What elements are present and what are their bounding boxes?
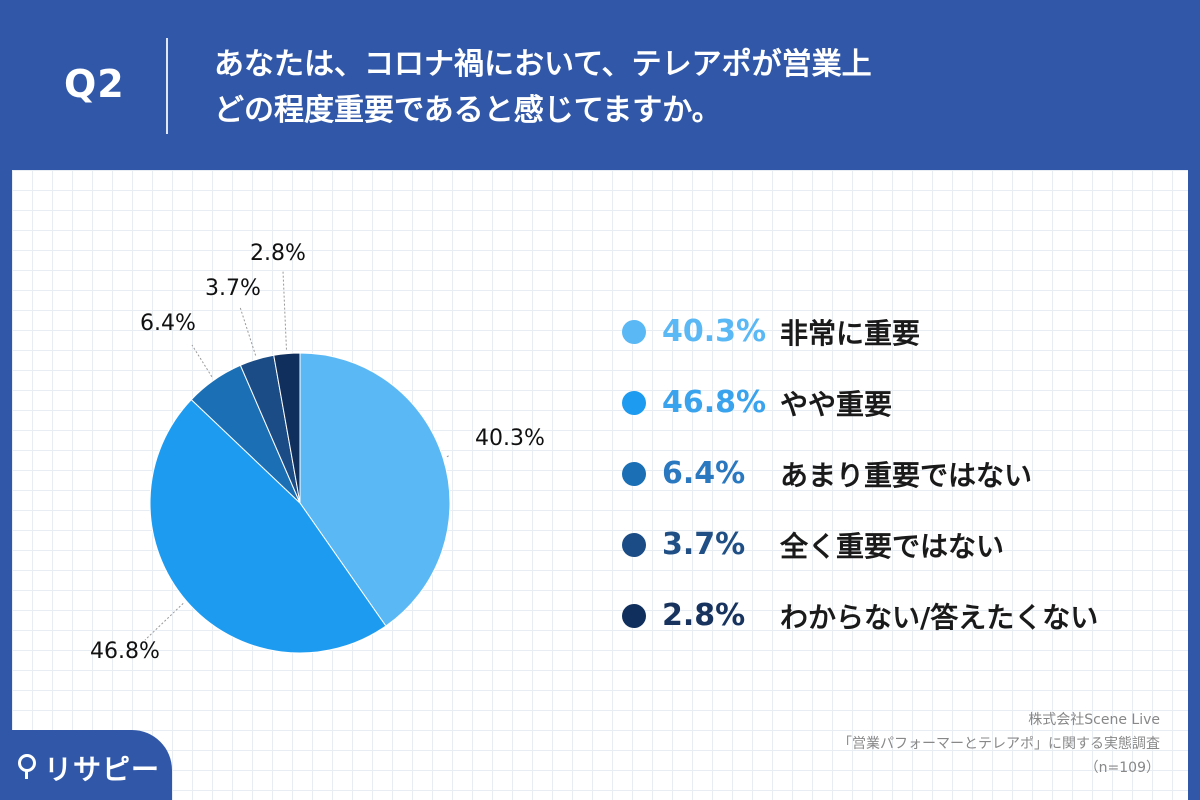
- legend-dot-icon: [622, 461, 646, 486]
- legend-label: 全く重要ではない: [780, 529, 1005, 563]
- leader-line: [191, 344, 213, 377]
- leader-line: [282, 270, 287, 350]
- logo: リサピー: [0, 730, 172, 800]
- legend-dot-icon: [622, 603, 646, 628]
- leader-line: [239, 306, 257, 356]
- logo-text: リサピー: [44, 753, 161, 786]
- pin-icon: [18, 754, 36, 779]
- source-sample: （n=109）: [1084, 760, 1160, 776]
- legend-item: 46.8% やや重要: [622, 367, 1098, 438]
- legend-dot-icon: [622, 319, 646, 344]
- legend-label: やや重要: [780, 387, 893, 421]
- legend-item: 40.3% 非常に重要: [622, 296, 1098, 367]
- legend-item: 2.8% わからない/答えたくない: [622, 580, 1098, 651]
- source-company: 株式会社Scene Live: [1028, 712, 1160, 728]
- data-label: 6.4%: [140, 311, 196, 336]
- legend-label: 非常に重要: [780, 316, 921, 350]
- legend-pct: 46.8%: [662, 385, 767, 420]
- source-note: 株式会社Scene Live 「営業パフォーマーとテレアポ」に関する実態調査 （…: [838, 708, 1160, 780]
- question-line-1: あなたは、コロナ禍において、テレアポが営業上: [214, 47, 872, 82]
- question-text: あなたは、コロナ禍において、テレアポが営業上 どの程度重要であると感じてますか。: [214, 42, 872, 134]
- source-survey: 「営業パフォーマーとテレアポ」に関する実態調査: [838, 736, 1160, 752]
- data-label: 40.3%: [475, 426, 545, 451]
- question-label: Q2: [64, 62, 125, 106]
- pie-slice: [273, 352, 301, 504]
- header: Q2 あなたは、コロナ禍において、テレアポが営業上 どの程度重要であると感じてま…: [0, 0, 1200, 170]
- legend-pct: 40.3%: [662, 314, 767, 349]
- legend-label: わからない/答えたくない: [780, 600, 1099, 634]
- legend-pct: 3.7%: [662, 527, 746, 562]
- legend-dot-icon: [622, 532, 646, 557]
- legend-item: 3.7% 全く重要ではない: [622, 509, 1098, 580]
- pie-slice: [149, 398, 387, 654]
- legend-dot-icon: [622, 390, 646, 415]
- legend-item: 6.4% あまり重要ではない: [622, 438, 1098, 509]
- data-label: 2.8%: [250, 241, 306, 266]
- leader-line: [446, 454, 451, 458]
- legend-pct: 6.4%: [662, 456, 746, 491]
- legend-label: あまり重要ではない: [780, 458, 1033, 492]
- pie-slice: [299, 352, 451, 627]
- legend-pct: 2.8%: [662, 598, 746, 633]
- legend: 40.3% 非常に重要 46.8% やや重要 6.4% あまり重要ではない 3.…: [622, 296, 1098, 651]
- divider: [166, 38, 168, 134]
- data-label: 46.8%: [90, 639, 160, 664]
- leader-line: [144, 603, 184, 641]
- question-line-2: どの程度重要であると感じてますか。: [214, 93, 722, 128]
- data-label: 3.7%: [205, 276, 261, 301]
